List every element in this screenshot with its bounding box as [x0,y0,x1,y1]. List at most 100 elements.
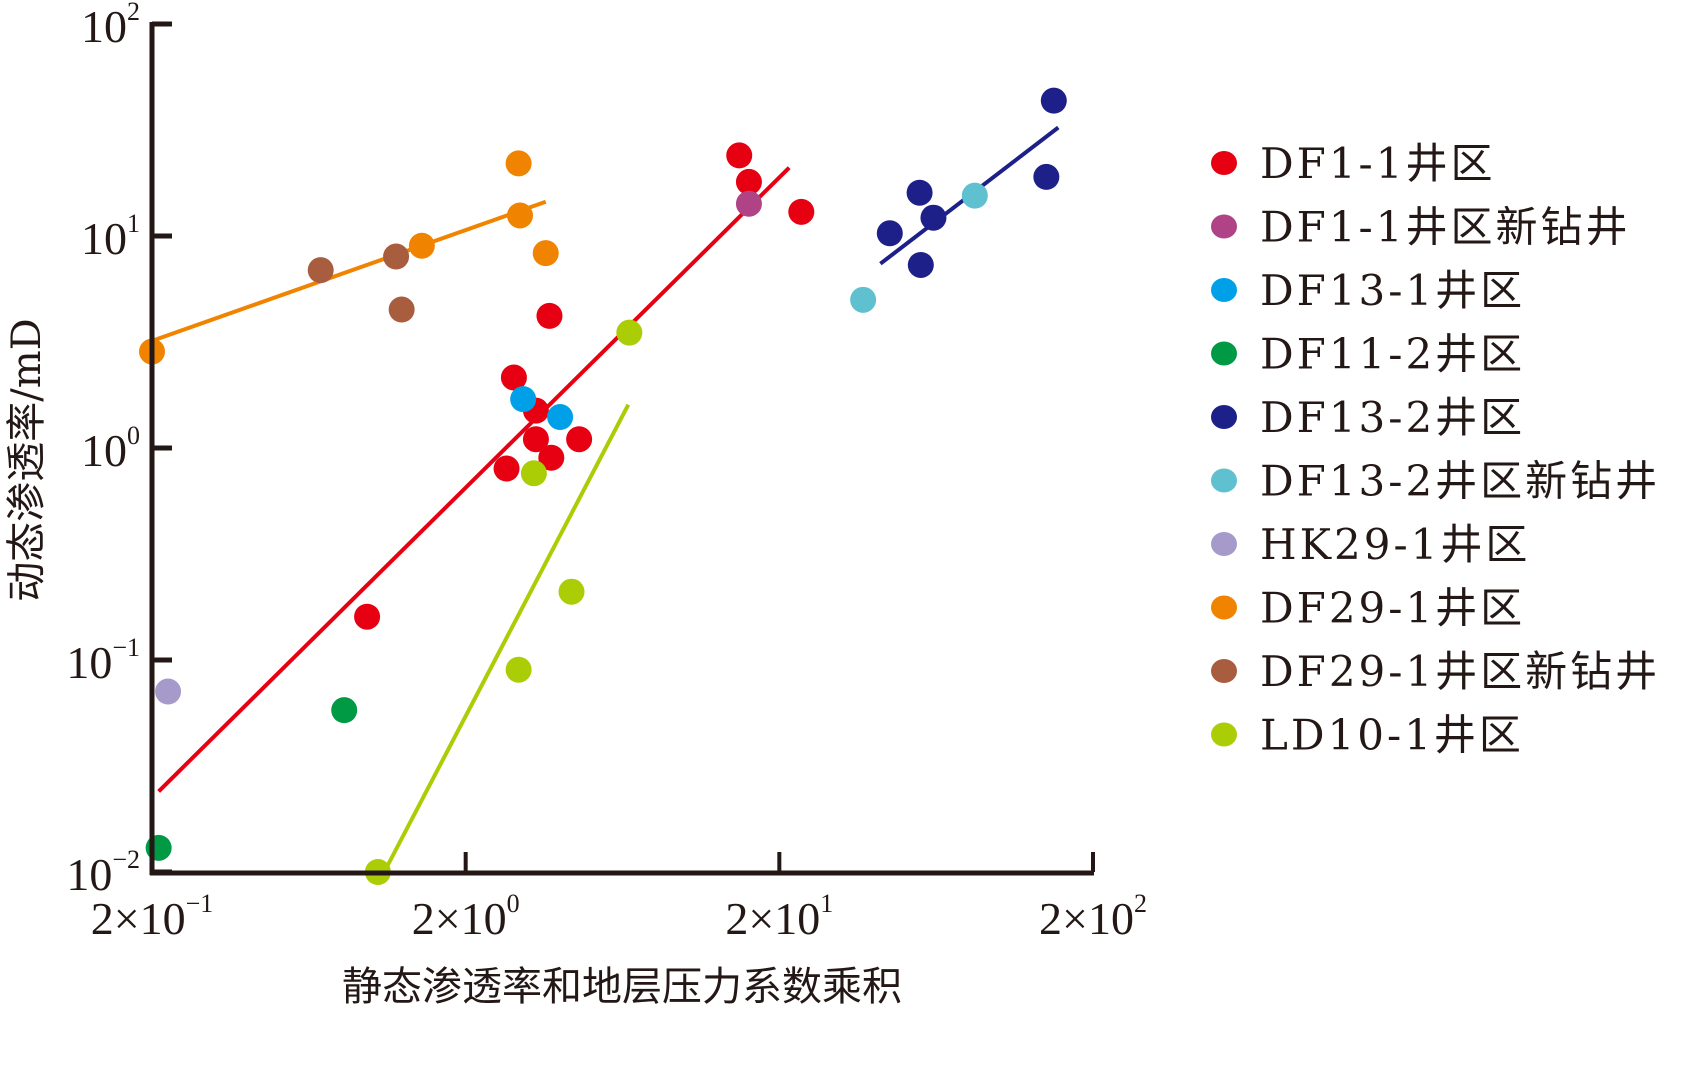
data-point [522,426,549,453]
legend-marker [1211,659,1237,683]
y-tick-label: 101 [81,209,140,264]
data-point [920,204,947,231]
legend-item: DF13-1井区 [1211,266,1525,315]
legend-marker [1211,532,1237,556]
y-tick-exponent: 2 [127,0,140,26]
data-point [505,656,532,683]
data-point [510,386,537,413]
data-point [506,202,533,229]
x-tick-exponent: −1 [186,889,214,918]
data-point [876,220,903,247]
series-1 [735,190,762,217]
legend-label: LD10-1井区 [1260,711,1524,760]
legend-label: DF11-2井区 [1260,330,1525,379]
legend-marker [1211,278,1237,302]
data-point [538,444,565,471]
series-9 [364,319,643,885]
series-2 [510,386,574,431]
legend-item: DF29-1井区新钻井 [1211,647,1660,696]
legend-marker [1211,151,1237,175]
x-tick-label: 2×100 [412,889,520,944]
y-tick-label: 102 [81,0,140,52]
axes [149,22,1094,876]
legend-label: DF1-1井区新钻井 [1260,203,1630,252]
x-ticks: 2×10−1 2×100 2×101 2×102 [91,852,1147,944]
data-point [788,198,815,225]
data-point [961,182,988,209]
legend-label: DF1-1井区 [1260,139,1495,188]
legend-label: DF29-1井区 [1260,584,1525,633]
data-point [735,190,762,217]
legend-item: DF13-2井区新钻井 [1211,457,1660,506]
x-axis-title: 静态渗透率和地层压力系数乘积 [342,964,902,1010]
x-tick-label: 2×102 [1039,889,1147,944]
y-axis-title: 动态渗透率/mD [4,318,50,601]
y-tick-exponent: −1 [112,633,140,662]
legend-item: DF11-2井区 [1211,330,1525,379]
data-point [383,243,410,270]
trendline-layer [151,125,1060,873]
data-point [536,302,563,329]
y-tick-exponent: −2 [112,845,140,874]
data-point [331,697,358,724]
series-6 [155,678,182,705]
data-point [726,142,753,169]
legend-item: DF1-1井区 [1211,139,1495,188]
data-point [566,426,593,453]
legend-item: DF1-1井区新钻井 [1211,203,1630,252]
y-tick-exponent: 1 [127,209,140,238]
series-7 [139,150,559,365]
trendline-ld10-1 [382,403,631,873]
y-tick-label: 10−2 [66,845,140,900]
data-point [500,364,527,391]
data-point [558,578,585,605]
data-point [408,232,435,259]
data-point [520,460,547,487]
data-point [532,240,559,267]
trendline-df29-1 [151,199,547,343]
legend-label: DF29-1井区新钻井 [1260,647,1660,696]
data-point [493,455,520,482]
data-point [505,150,532,177]
x-tick-exponent: 2 [1134,889,1147,918]
legend: DF1-1井区 DF1-1井区新钻井 DF13-1井区 DF11-2井区 DF13-2井… [1211,139,1660,760]
legend-item: DF29-1井区 [1211,584,1525,633]
data-point [850,286,877,313]
data-point [307,257,334,284]
data-point [907,251,934,278]
data-point [616,319,643,346]
legend-marker [1211,405,1237,429]
y-tick-label: 10−1 [66,633,140,688]
legend-marker [1211,341,1237,366]
data-point [1033,163,1060,190]
legend-label: DF13-2井区新钻井 [1260,457,1660,506]
legend-item: LD10-1井区 [1211,711,1524,760]
series-4 [876,87,1067,278]
legend-label: HK29-1井区 [1260,520,1530,569]
series-3 [145,697,358,861]
data-point [735,168,762,195]
series-8 [307,243,415,323]
legend-marker [1211,595,1237,620]
data-point [906,179,933,206]
legend-item: DF13-2井区 [1211,393,1525,442]
legend-marker [1211,214,1237,239]
data-point [547,404,574,431]
x-tick-exponent: 0 [507,889,520,918]
y-tick-exponent: 0 [127,421,140,450]
legend-label: DF13-1井区 [1260,266,1525,315]
x-tick-label: 2×101 [725,889,833,944]
data-point [354,603,381,630]
data-point [1040,87,1067,114]
legend-item: HK29-1井区 [1211,520,1530,569]
legend-marker [1211,722,1237,747]
legend-label: DF13-2井区 [1260,393,1525,442]
x-tick-label: 2×10−1 [91,889,214,944]
trendline-df1-1 [157,166,791,793]
legend-marker [1211,468,1237,493]
data-point-layer [139,87,1067,885]
y-tick-label: 100 [81,421,140,476]
series-5 [850,182,988,313]
